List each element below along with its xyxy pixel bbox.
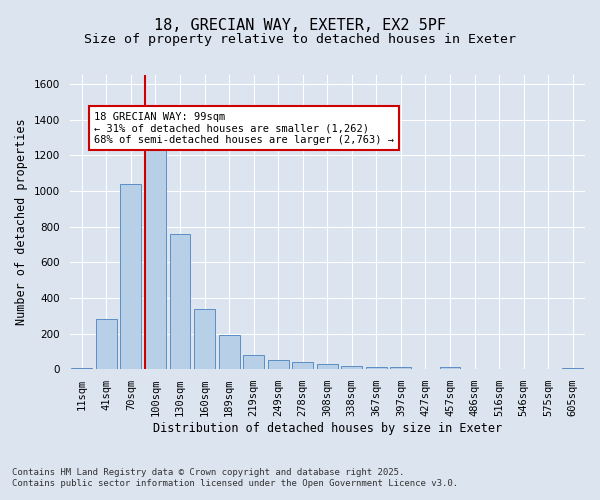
Bar xyxy=(317,364,338,369)
Bar xyxy=(121,184,142,369)
Bar xyxy=(243,355,264,369)
Text: Contains HM Land Registry data © Crown copyright and database right 2025.
Contai: Contains HM Land Registry data © Crown c… xyxy=(12,468,458,487)
Bar xyxy=(292,362,313,369)
Bar xyxy=(268,360,289,369)
Bar xyxy=(170,234,190,369)
Bar xyxy=(341,366,362,369)
Bar xyxy=(218,336,239,369)
Bar xyxy=(366,368,387,369)
Bar xyxy=(71,368,92,369)
Bar xyxy=(440,368,460,369)
Y-axis label: Number of detached properties: Number of detached properties xyxy=(15,119,28,326)
Bar xyxy=(194,310,215,369)
Bar xyxy=(96,320,117,369)
Bar xyxy=(562,368,583,369)
Bar xyxy=(391,368,412,369)
Text: 18 GRECIAN WAY: 99sqm
← 31% of detached houses are smaller (1,262)
68% of semi-d: 18 GRECIAN WAY: 99sqm ← 31% of detached … xyxy=(94,112,394,145)
Text: 18, GRECIAN WAY, EXETER, EX2 5PF: 18, GRECIAN WAY, EXETER, EX2 5PF xyxy=(154,18,446,32)
X-axis label: Distribution of detached houses by size in Exeter: Distribution of detached houses by size … xyxy=(153,422,502,435)
Text: Size of property relative to detached houses in Exeter: Size of property relative to detached ho… xyxy=(84,32,516,46)
Bar xyxy=(145,144,166,369)
